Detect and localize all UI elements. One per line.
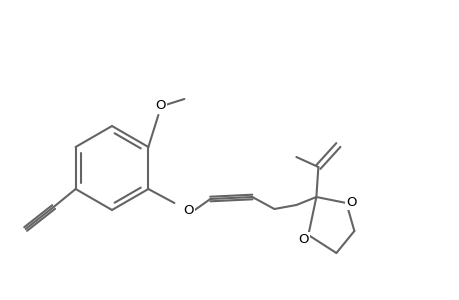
Text: O: O	[183, 205, 193, 218]
Text: O: O	[297, 233, 308, 247]
Text: O: O	[345, 196, 356, 208]
Text: O: O	[155, 98, 165, 112]
